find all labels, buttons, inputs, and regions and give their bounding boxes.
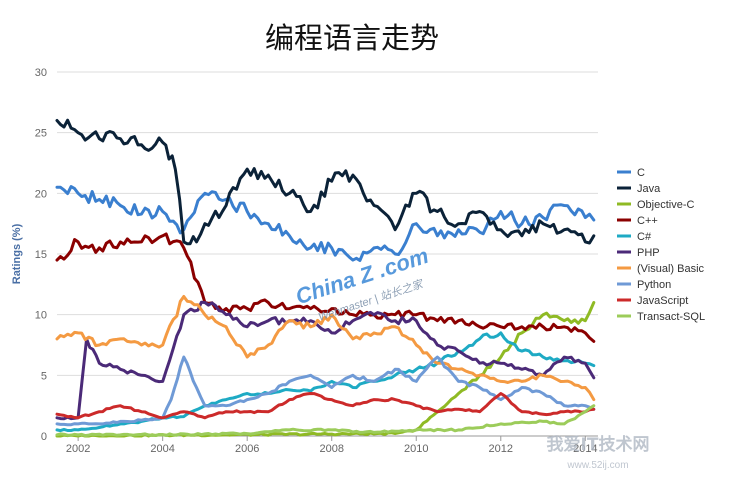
series-line-transact-sql	[55, 404, 596, 438]
legend-item-8: JavaScript	[637, 295, 688, 307]
series-line-javascript	[55, 392, 596, 420]
y-tick-20: 20	[35, 188, 47, 200]
y-tick-15: 15	[35, 249, 47, 261]
y-tick-30: 30	[35, 67, 47, 79]
x-tick-labels: 2002 2004 2006 2008 2010 2012 2014	[66, 443, 598, 455]
corner-watermark: 我爱IT技术网 www.52ij.com	[547, 434, 650, 471]
legend-item-9: Transact-SQL	[637, 311, 705, 323]
gridlines	[57, 71, 598, 441]
corner-watermark-title: 我爱IT技术网	[547, 434, 650, 455]
series-line-c++	[55, 232, 596, 343]
series-line-python	[55, 355, 596, 427]
y-tick-labels: 0 5 10 15 20 25 30	[35, 67, 47, 443]
y-axis-label: Ratings (%)	[11, 223, 23, 284]
series-line-java	[55, 118, 596, 246]
series-lines	[55, 118, 596, 438]
legend-item-4: C#	[637, 231, 652, 243]
x-tick-2008: 2008	[319, 443, 343, 455]
y-tick-5: 5	[41, 370, 47, 382]
x-tick-2006: 2006	[235, 443, 259, 455]
series-line-objective-c	[55, 301, 596, 438]
legend-item-5: PHP	[637, 247, 660, 259]
x-tick-2002: 2002	[66, 443, 90, 455]
legend-item-0: C	[637, 167, 645, 179]
corner-watermark-url: www.52ij.com	[566, 460, 628, 471]
legend: C Java Objective-C C++ C# PHP (Visual) Basic Py…	[617, 167, 705, 323]
legend-item-3: C++	[637, 215, 658, 227]
y-tick-10: 10	[35, 310, 47, 322]
y-tick-25: 25	[35, 128, 47, 140]
x-tick-2014: 2014	[573, 443, 597, 455]
legend-item-2: Objective-C	[637, 199, 695, 211]
x-tick-2010: 2010	[404, 443, 428, 455]
y-tick-0: 0	[41, 431, 47, 443]
chart-title: 编程语言走势	[265, 21, 439, 55]
x-tick-2012: 2012	[489, 443, 513, 455]
legend-item-6: (Visual) Basic	[637, 263, 705, 275]
series-line-c	[55, 185, 596, 262]
series-line-visual-basic	[55, 295, 596, 402]
legend-item-7: Python	[637, 279, 671, 291]
x-tick-2004: 2004	[150, 443, 174, 455]
legend-item-1: Java	[637, 183, 661, 195]
series-line-php	[55, 300, 596, 421]
